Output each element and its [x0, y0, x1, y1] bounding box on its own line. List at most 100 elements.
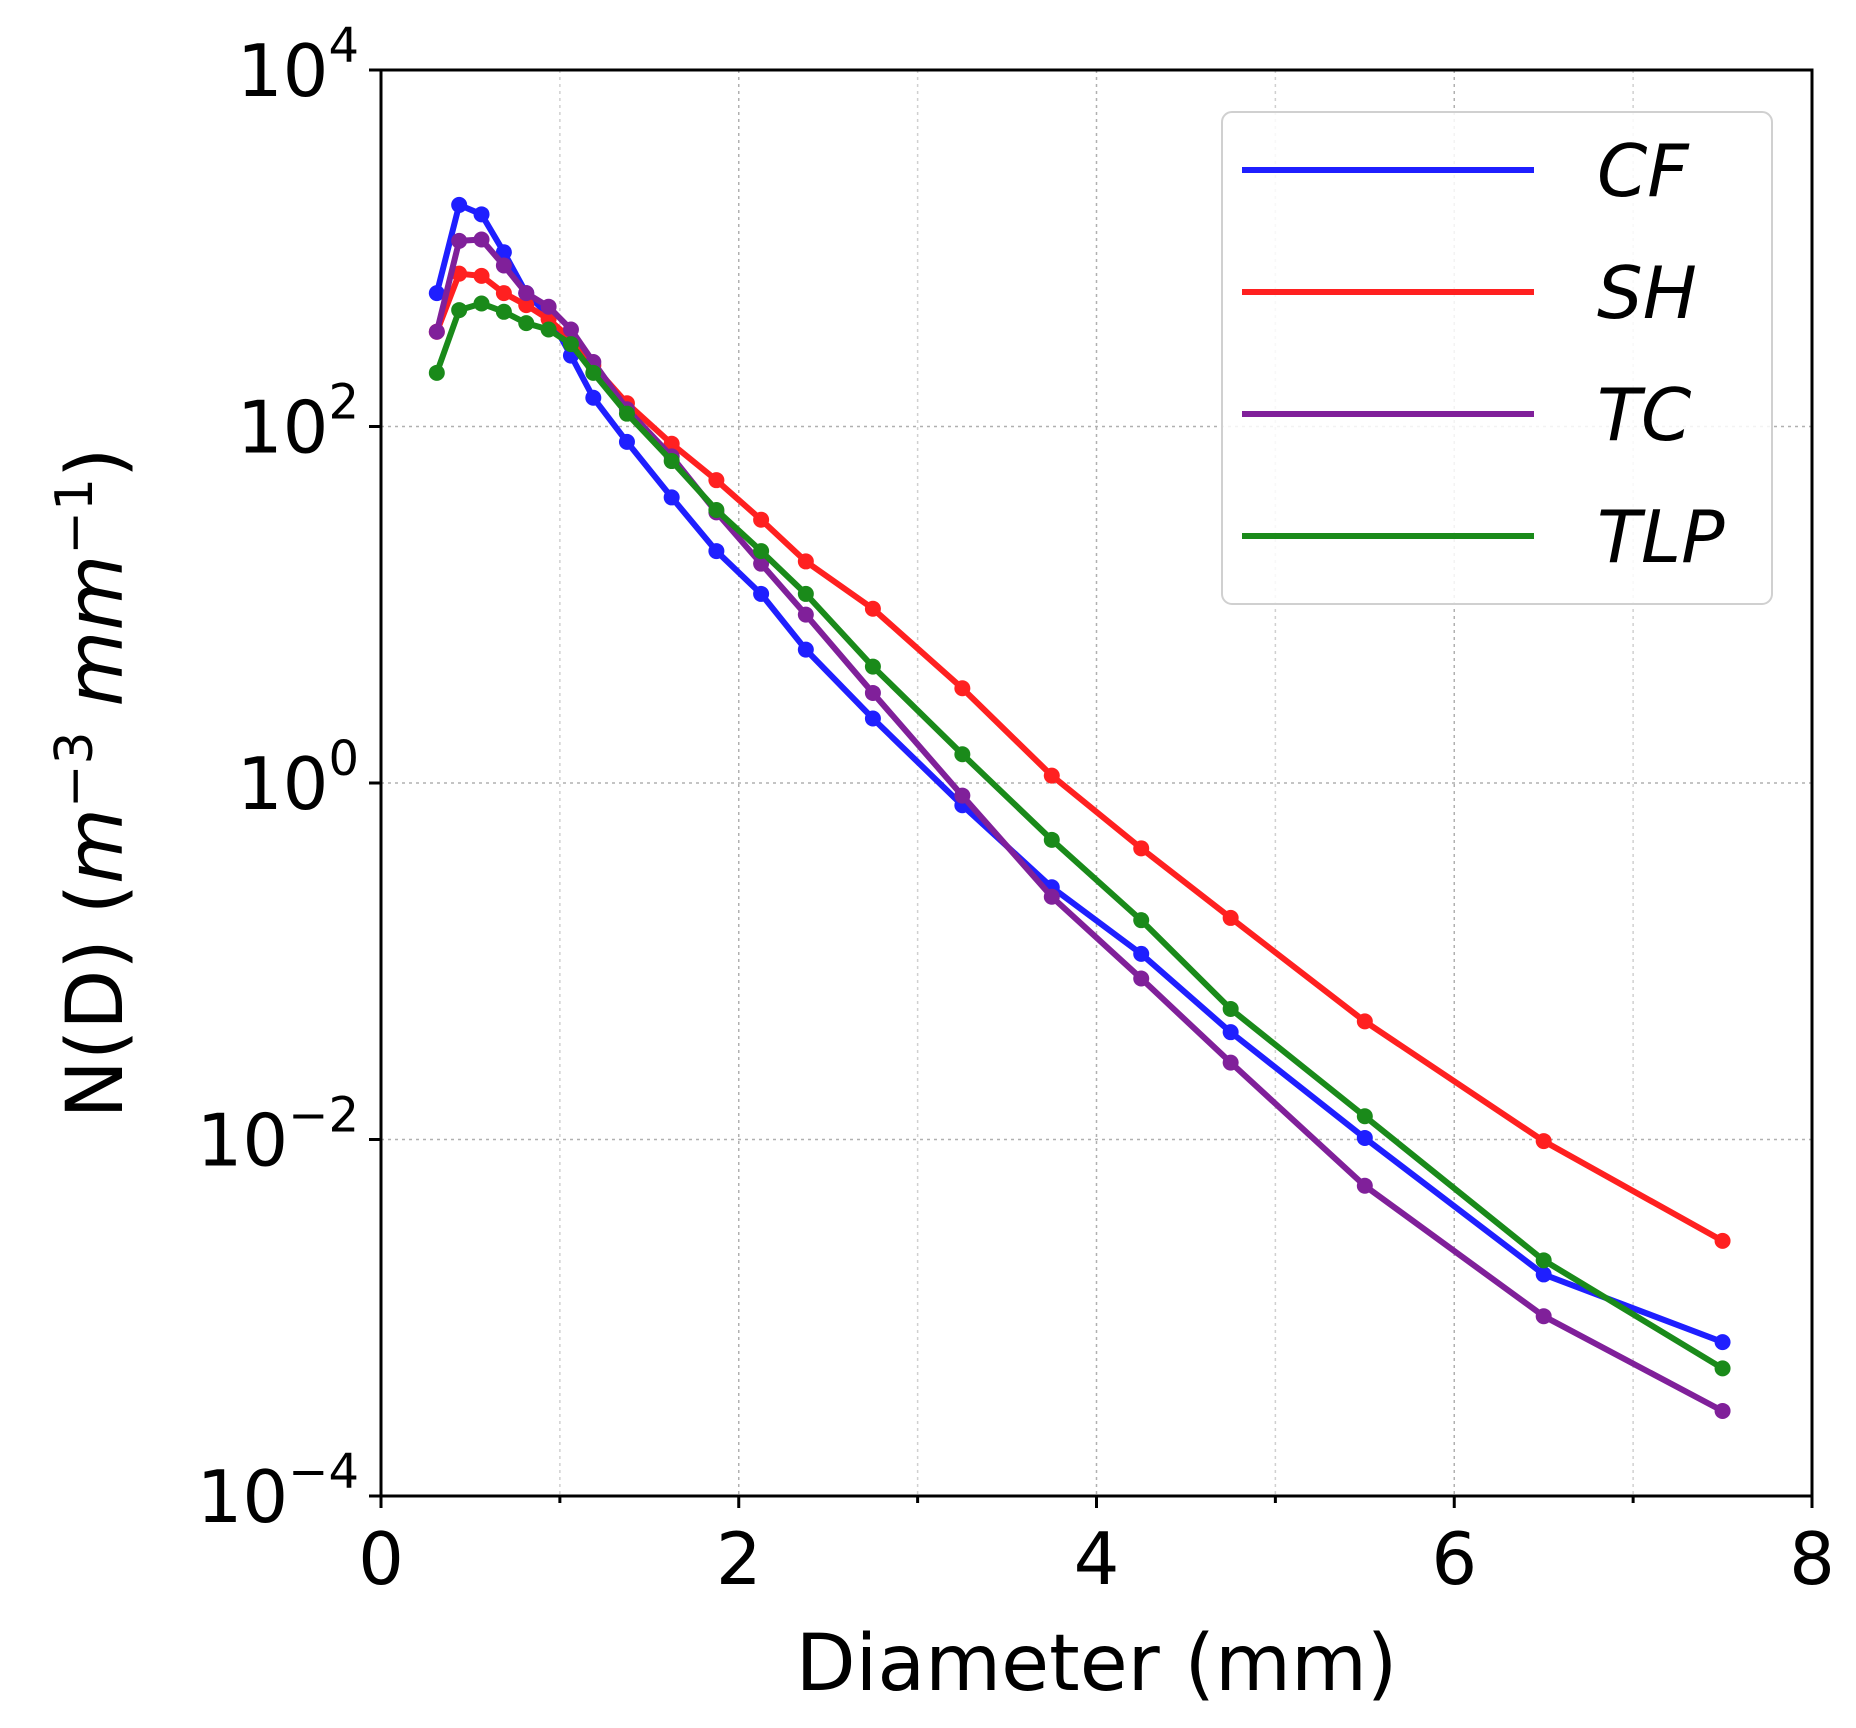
data-point-tc [954, 787, 971, 804]
y-label-space [51, 707, 141, 732]
data-point-tlp [451, 302, 468, 319]
legend-label-tlp: TLP [1597, 495, 1725, 579]
y-tick-exponent: −2 [288, 1088, 359, 1144]
legend-box [1221, 111, 1773, 605]
data-point-tlp [1356, 1108, 1373, 1125]
y-tick-base: 10 [237, 29, 329, 113]
data-point-tc [540, 298, 557, 315]
y-tick-exponent: 0 [328, 731, 359, 787]
data-point-sh [1356, 1013, 1373, 1030]
data-point-tc [428, 323, 445, 340]
data-point-cf [1133, 945, 1150, 962]
data-point-cf [663, 489, 680, 506]
data-point-tlp [954, 746, 971, 763]
data-point-tlp [585, 364, 602, 381]
data-point-cf [1714, 1334, 1731, 1351]
series-layer [428, 196, 1731, 1419]
data-point-tlp [495, 303, 512, 320]
data-point-cf [1535, 1266, 1552, 1283]
data-point-tc [753, 555, 770, 572]
series-sh [428, 265, 1731, 1249]
legend-label-tc: TC [1597, 373, 1692, 457]
data-point-sh [1222, 909, 1239, 926]
data-point-cf [797, 641, 814, 658]
data-point-sh [495, 285, 512, 302]
data-point-cf [708, 543, 725, 560]
data-point-tc [1133, 970, 1150, 987]
data-point-tc [864, 684, 881, 701]
data-point-tc [1535, 1308, 1552, 1325]
data-point-tc [495, 257, 512, 274]
data-point-tlp [540, 321, 557, 338]
y-tick-exponent: 2 [328, 375, 359, 431]
y-tick-label: 104 [237, 18, 359, 113]
data-point-tlp [1535, 1252, 1552, 1269]
data-point-cf [864, 710, 881, 727]
y-tick-base: 10 [197, 1455, 289, 1539]
data-point-tlp [1714, 1360, 1731, 1377]
data-point-sh [1133, 840, 1150, 857]
y-label-exp1: −3 [45, 731, 105, 808]
data-point-tlp [518, 315, 535, 332]
data-point-tc [1714, 1402, 1731, 1419]
y-label-exp2: −1 [45, 478, 105, 555]
y-tick-label: 10−2 [197, 1088, 359, 1183]
x-tick-label: 0 [358, 1517, 404, 1601]
data-point-sh [864, 600, 881, 617]
data-point-cf [585, 389, 602, 406]
y-label-m: m [51, 808, 141, 884]
x-tick-label: 6 [1431, 1517, 1477, 1601]
data-point-tc [473, 231, 490, 248]
data-point-cf [1222, 1024, 1239, 1041]
legend: CF SH TC TLP [1221, 111, 1773, 605]
data-point-sh [663, 435, 680, 452]
data-point-cf [1356, 1129, 1373, 1146]
data-point-tc [797, 606, 814, 623]
x-axis-label: Diameter (mm) [796, 1619, 1398, 1709]
data-point-tlp [1222, 1000, 1239, 1017]
data-point-tc [562, 321, 579, 338]
legend-label-cf: CF [1597, 129, 1690, 213]
y-tick-base: 10 [197, 1099, 289, 1183]
data-point-cf [495, 244, 512, 261]
data-point-tlp [864, 658, 881, 675]
data-point-cf [451, 196, 468, 213]
y-tick-exponent: 4 [328, 18, 359, 74]
data-point-tlp [1133, 912, 1150, 929]
data-point-sh [954, 680, 971, 697]
data-point-tlp [562, 336, 579, 353]
data-point-tlp [797, 585, 814, 602]
data-point-tlp [753, 543, 770, 560]
x-tick-label: 2 [716, 1517, 762, 1601]
x-tick-label: 8 [1789, 1517, 1835, 1601]
data-point-cf [753, 585, 770, 602]
data-point-tlp [708, 502, 725, 519]
data-point-tc [518, 285, 535, 302]
data-point-sh [1535, 1133, 1552, 1150]
y-label-mm: mm [51, 555, 141, 707]
data-point-cf [428, 285, 445, 302]
data-point-cf [473, 206, 490, 223]
x-tick-label: 4 [1074, 1517, 1120, 1601]
y-tick-label: 100 [237, 731, 359, 826]
data-point-sh [518, 297, 535, 314]
data-point-sh [1714, 1232, 1731, 1249]
data-point-tc [1222, 1054, 1239, 1071]
y-tick-label: 102 [237, 375, 359, 470]
data-point-tlp [618, 405, 635, 422]
data-point-tlp [473, 295, 490, 312]
data-point-sh [473, 267, 490, 284]
data-point-sh [753, 511, 770, 528]
data-point-tc [1043, 888, 1060, 905]
data-point-sh [797, 553, 814, 570]
data-point-tc [451, 232, 468, 249]
data-point-tlp [663, 453, 680, 470]
series-tlp [428, 295, 1731, 1377]
data-point-tlp [1043, 831, 1060, 848]
data-point-sh [1043, 767, 1060, 784]
legend-label-sh: SH [1597, 251, 1697, 335]
y-tick-exponent: −4 [288, 1444, 359, 1500]
y-tick-base: 10 [237, 386, 329, 470]
